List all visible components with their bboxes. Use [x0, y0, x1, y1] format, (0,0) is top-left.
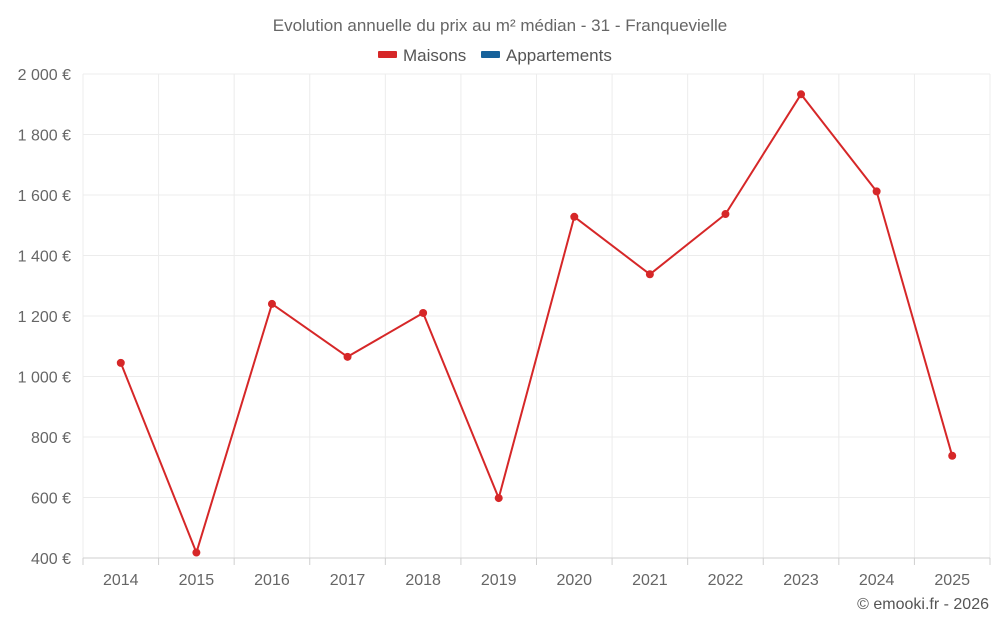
x-tick-label: 2023	[783, 572, 819, 589]
series-line-maisons	[119, 93, 954, 554]
y-tick-label: 1 600 €	[18, 188, 71, 205]
x-tick-label: 2019	[481, 572, 517, 589]
data-point-maisons-2024[interactable]	[872, 187, 881, 196]
x-tick-label: 2025	[934, 572, 970, 589]
legend-label-maisons[interactable]: Maisons	[403, 46, 466, 65]
y-tick-label: 1 200 €	[18, 309, 71, 326]
x-tick-label: 2016	[254, 572, 290, 589]
y-tick-label: 1 400 €	[18, 249, 71, 266]
data-point-maisons-2018[interactable]	[419, 308, 428, 317]
grid	[82, 73, 991, 559]
x-tick-label: 2018	[405, 572, 441, 589]
x-tick-label: 2022	[708, 572, 744, 589]
legend-swatch-maisons	[378, 51, 397, 58]
axes: 400 € 600 € 800 € 1 000 € 1 200 € 1 400 € 1 60…	[18, 67, 991, 589]
data-point-maisons-2015[interactable]	[192, 548, 201, 557]
data-point-maisons-2021[interactable]	[645, 270, 654, 279]
y-tick-label: 600 €	[31, 491, 71, 508]
x-tick-label: 2015	[179, 572, 215, 589]
chart-title: Evolution annuelle du prix au m² médian …	[273, 16, 728, 35]
legend-swatch-appartements	[481, 51, 500, 58]
y-tick-label: 1 000 €	[18, 370, 71, 387]
data-point-maisons-2014[interactable]	[116, 358, 125, 367]
y-tick-label: 800 €	[31, 430, 71, 447]
y-tick-label: 2 000 €	[18, 67, 71, 84]
x-tick-label: 2024	[859, 572, 895, 589]
y-tick-label: 400 €	[31, 551, 71, 568]
x-tick-label: 2014	[103, 572, 139, 589]
data-point-maisons-2019[interactable]	[494, 494, 503, 503]
data-point-maisons-2025[interactable]	[948, 451, 957, 460]
x-tick-label: 2020	[556, 572, 592, 589]
data-point-maisons-2016[interactable]	[267, 299, 276, 308]
y-tick-label: 1 800 €	[18, 128, 71, 145]
data-point-maisons-2020[interactable]	[570, 212, 579, 221]
legend-item-maisons[interactable]: Maisons	[378, 46, 466, 65]
legend-label-appartements[interactable]: Appartements	[506, 46, 612, 65]
legend-item-appartements[interactable]: Appartements	[481, 46, 612, 65]
chart-legend[interactable]: Maisons Appartements	[378, 46, 612, 65]
x-tick-label: 2021	[632, 572, 668, 589]
series-maisons	[116, 90, 957, 557]
x-tick-label: 2017	[330, 572, 366, 589]
data-point-maisons-2023[interactable]	[797, 90, 806, 99]
credit-text: © emooki.fr - 2026	[857, 596, 989, 613]
data-point-maisons-2022[interactable]	[721, 210, 730, 219]
data-point-maisons-2017[interactable]	[343, 352, 352, 361]
